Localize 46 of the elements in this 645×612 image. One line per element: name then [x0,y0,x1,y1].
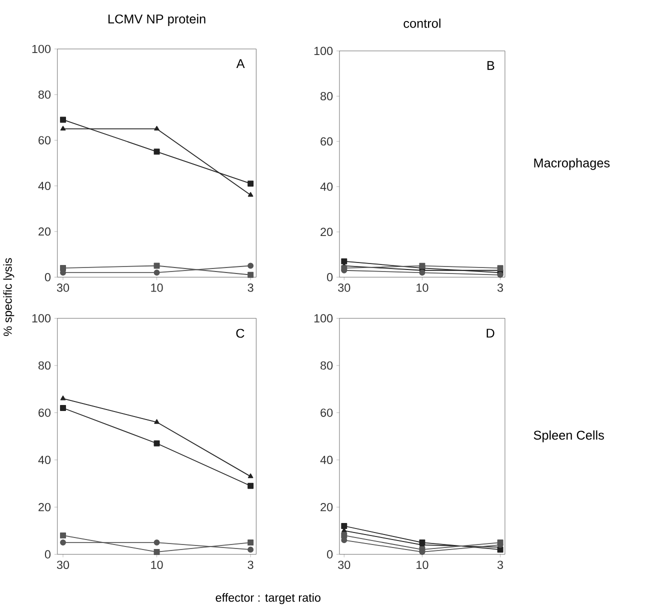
y-tick-label: 80 [320,92,333,100]
y-tick-label: 40 [320,182,333,191]
x-tick-label: 10 [151,284,163,292]
y-tick-label: 100 [32,44,51,54]
annotation: C [236,328,244,338]
chart-title: control [404,18,440,28]
chart-title: LCMV NP protein [108,14,206,26]
y-tick-label: 0 [327,272,333,282]
x-tick-label: 30 [338,284,350,292]
x-tick-label: 10 [416,560,428,569]
y-tick-label: 20 [38,227,51,236]
y-tick-label: 80 [320,361,333,370]
x-tick-label: 30 [56,560,70,569]
x-tick-label: 3 [497,284,504,292]
x-axis-title: effector : target ratio [216,593,320,604]
x-tick-label: 10 [151,560,163,569]
y-tick-label: 0 [44,272,51,282]
x-tick-label: 30 [56,284,70,292]
annotation: B [487,61,494,70]
annotation: D [486,328,494,338]
y-axis-title: % specific lysis [3,258,14,336]
x-tick-label: 10 [416,284,428,292]
x-tick-label: 30 [338,560,350,569]
y-tick-label: 100 [314,46,333,56]
y-tick-label: 40 [38,456,51,464]
y-tick-label: 0 [44,550,51,558]
y-tick-label: 80 [38,361,51,370]
y-tick-label: 60 [38,136,51,144]
x-tick-label: 3 [248,560,254,569]
y-tick-label: 0 [327,550,333,558]
y-tick-label: 40 [38,182,51,190]
y-tick-label: 20 [320,502,333,512]
y-tick-label: 60 [38,408,51,417]
y-tick-label: 80 [38,90,51,99]
y-tick-label: 100 [314,314,333,322]
y-tick-label: 20 [320,228,333,236]
text: Macrophages [534,158,610,170]
y-tick-label: 20 [38,502,51,512]
y-tick-label: 40 [320,456,333,464]
y-tick-label: 100 [32,314,51,322]
x-tick-label: 3 [248,284,254,292]
x-tick-label: 3 [497,560,504,569]
text: Spleen Cells [534,430,604,442]
y-tick-label: 60 [320,137,333,146]
y-tick-label: 60 [320,408,333,417]
annotation: A [236,59,245,68]
